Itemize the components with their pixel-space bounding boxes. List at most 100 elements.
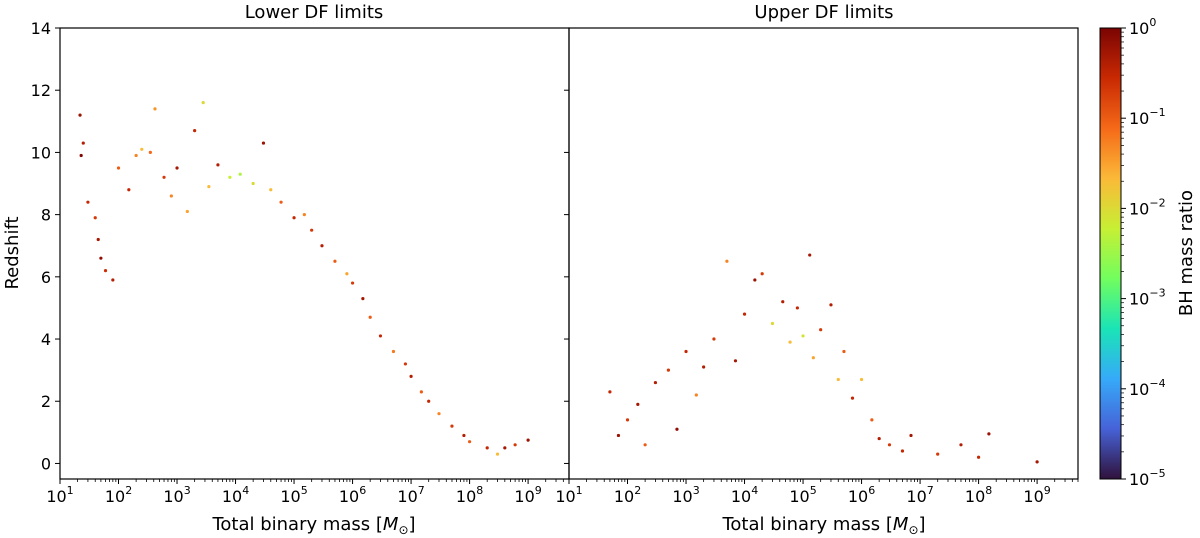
scatter-point (201, 101, 205, 105)
scatter-point (333, 259, 337, 263)
scatter-point (228, 175, 232, 179)
y-tick-label: 2 (41, 392, 51, 411)
scatter-point (279, 200, 283, 204)
scatter-point (887, 443, 892, 447)
scatter-point (269, 188, 273, 192)
x-tick-label: 108 (965, 484, 992, 506)
scatter-point (870, 418, 874, 422)
scatter-point (403, 362, 408, 366)
right-x-ticks: 101 102 103 104 105 106 107 108 109 (555, 479, 1079, 506)
x-tick-label: 104 (731, 484, 758, 506)
scatter-point (261, 141, 266, 145)
y-tick-label: 4 (41, 330, 51, 349)
y-tick-label: 10 (31, 143, 51, 162)
colorbar-gradient (1100, 28, 1121, 479)
x-tick-label: 102 (105, 484, 132, 506)
x-tick-label: 103 (672, 484, 699, 506)
scatter-point (81, 141, 85, 145)
scatter-point (526, 438, 530, 442)
left-scatter-points (78, 101, 530, 456)
scatter-point (850, 396, 855, 400)
scatter-point (93, 216, 97, 220)
scatter-point (193, 129, 197, 133)
scatter-point (702, 365, 706, 369)
right-plot-frame (568, 27, 1079, 480)
right-scatter-points (608, 253, 1039, 464)
right-y-ticks (564, 27, 569, 464)
scatter-point (148, 150, 152, 155)
scatter-point (86, 200, 90, 204)
x-tick-label: 101 (555, 484, 582, 506)
scatter-point (842, 349, 846, 354)
scatter-point (345, 272, 349, 276)
right-x-axis-label: Total binary mass [M⊙] (721, 514, 925, 537)
colorbar-tick-label: 100 (1129, 16, 1156, 38)
scatter-point (801, 334, 805, 338)
colorbar-tick-label: 10−4 (1129, 377, 1166, 399)
scatter-point (162, 175, 166, 179)
scatter-point (78, 113, 82, 117)
scatter-point (959, 443, 963, 447)
scatter-point (207, 185, 211, 189)
colorbar-tick-label: 10−2 (1129, 196, 1166, 218)
x-tick-label: 103 (163, 484, 190, 506)
x-tick-label: 105 (789, 484, 816, 506)
scatter-point (116, 166, 121, 170)
y-tick-label: 0 (41, 454, 51, 473)
scatter-point (829, 303, 833, 307)
scatter-point (320, 244, 324, 248)
right-panel: Upper DF limits 101 102 103 104 105 106 107 108… (555, 2, 1079, 537)
scatter-point (485, 446, 489, 450)
colorbar: 100 10−1 10−2 10−3 10−4 10−5 BH mass ratio (1099, 16, 1197, 489)
scatter-point (175, 166, 179, 170)
scatter-point (760, 272, 764, 276)
scatter-point (811, 356, 815, 360)
scatter-point (909, 433, 913, 438)
scatter-point (437, 412, 441, 416)
scatter-point (712, 337, 716, 341)
scatter-point (694, 393, 698, 397)
colorbar-ticks: 100 10−1 10−2 10−3 10−4 10−5 (1121, 16, 1166, 489)
scatter-point (361, 297, 365, 301)
scatter-point (625, 418, 630, 422)
scatter-point (643, 443, 647, 447)
scatter-point (781, 300, 785, 304)
scatter-point (636, 402, 640, 406)
scatter-point (378, 334, 383, 338)
scatter-point (111, 278, 115, 282)
scatter-point (819, 328, 823, 332)
scatter-point (216, 163, 220, 167)
scatter-point (292, 216, 296, 220)
scatter-point (251, 181, 255, 186)
scatter-point (302, 213, 306, 217)
scatter-point (770, 321, 775, 326)
y-tick-label: 14 (31, 19, 51, 38)
colorbar-tick-label: 10−3 (1129, 287, 1166, 309)
scatter-point (350, 281, 355, 285)
x-tick-label: 107 (906, 484, 933, 506)
colorbar-tick-label: 10−5 (1129, 467, 1166, 489)
scatter-point (877, 436, 881, 441)
y-axis-label: Redshift (2, 216, 23, 289)
scatter-point (675, 427, 679, 431)
x-tick-label: 106 (848, 484, 875, 506)
left-y-ticks: 0 2 4 6 8 10 12 14 (31, 19, 60, 473)
x-tick-label: 102 (614, 484, 641, 506)
scatter-point (368, 315, 372, 319)
scatter-point (666, 368, 671, 372)
scatter-point (616, 433, 621, 438)
scatter-point (976, 455, 981, 459)
colorbar-frame (1099, 27, 1122, 480)
x-tick-label: 109 (514, 484, 541, 506)
left-x-ticks: 101 102 103 104 105 106 107 108 109 (46, 479, 570, 506)
scatter-point (462, 433, 466, 438)
scatter-point (96, 237, 100, 242)
scatter-point (742, 312, 747, 316)
scatter-point (808, 253, 812, 257)
scatter-point (238, 172, 242, 176)
scatter-point (936, 452, 940, 456)
y-tick-label: 12 (31, 81, 51, 100)
colorbar-label: BH mass ratio (1176, 190, 1197, 316)
left-panel: Lower DF limits 101 102 103 104 105 106 107 108… (2, 2, 570, 537)
